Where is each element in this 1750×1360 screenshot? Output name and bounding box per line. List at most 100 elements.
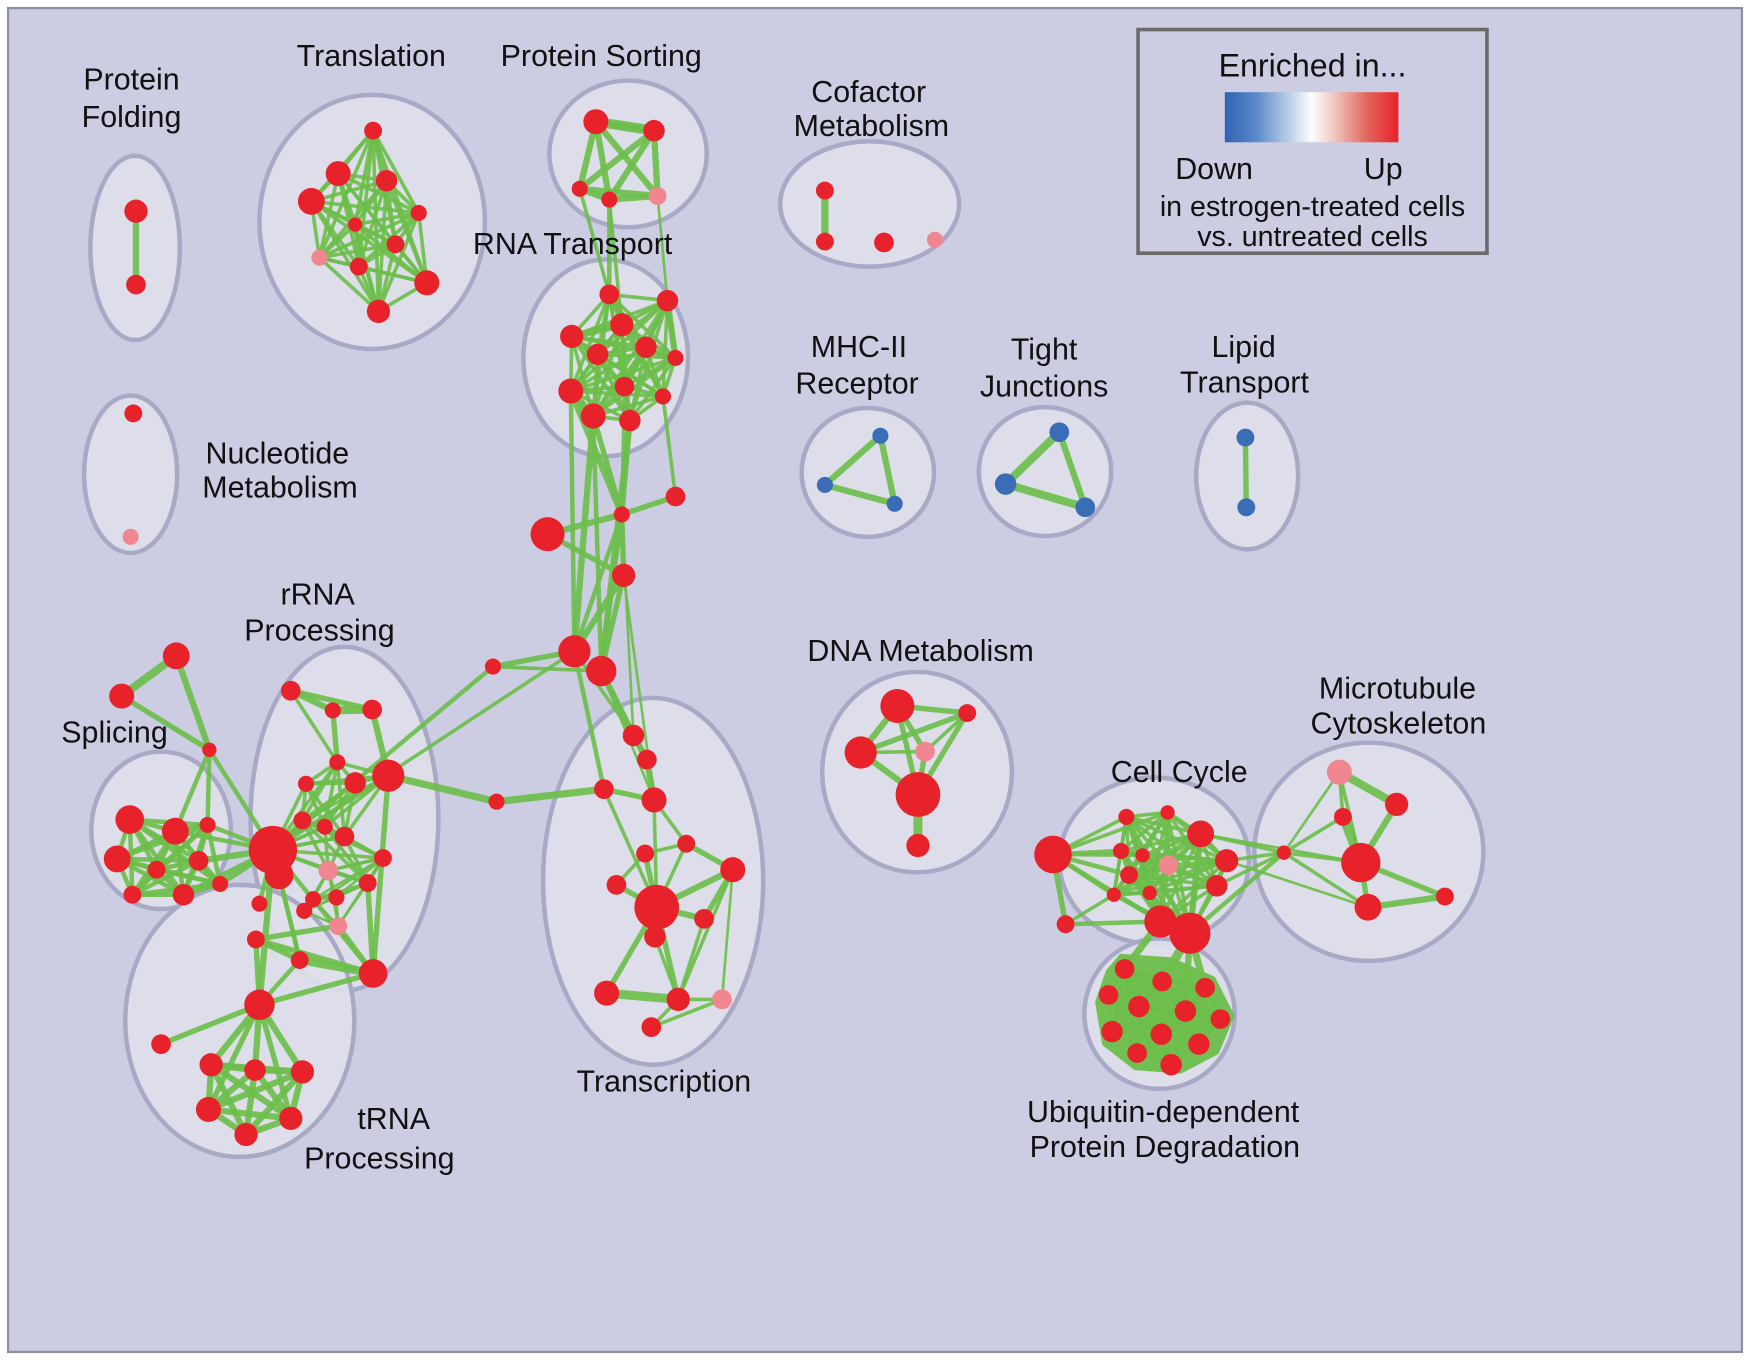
gene-set-node [329,917,348,935]
cluster-label-nucleotide-metabolism: Nucleotide [206,436,350,470]
network-edge [1056,431,1089,509]
gene-set-node [712,989,732,1010]
gene-set-node [316,818,333,835]
gene-set-node [874,232,894,253]
gene-set-node [296,902,313,919]
cluster-label-rna-transport: RNA Transport [473,227,673,261]
gene-set-node [1114,959,1135,979]
network-edge [572,513,624,653]
gene-set-node [594,980,620,1006]
gene-set-node [720,857,746,883]
gene-set-node [1098,985,1119,1005]
gene-set-node [364,121,383,140]
network-edge [597,352,676,360]
network-edge [628,300,670,422]
cluster-label-microtubule-cytoskeleton: Cytoskeleton [1310,707,1486,741]
nodes-layer [103,109,1454,1147]
gene-set-node [599,284,620,305]
legend-down-label: Down [1175,152,1253,186]
network-edge [311,199,419,215]
gene-set-node [246,930,265,949]
legend: Enriched in... Down Up in estrogen-treat… [1136,27,1489,256]
gene-set-node [362,699,383,720]
network-edge [255,923,339,943]
network-edge [590,415,625,516]
gene-set-node [199,816,216,833]
network-edge [365,882,376,974]
gene-set-node [297,775,315,792]
gene-set-node [305,891,322,908]
gene-set-node [115,805,145,834]
network-edge [173,748,212,833]
gene-set-node [1276,845,1292,860]
gene-set-node [926,231,943,248]
gene-set-node [1112,842,1130,859]
gene-set-node [1128,995,1150,1018]
gene-set-node [1210,1009,1231,1029]
legend-caption-line1: in estrogen-treated cells [1160,191,1465,223]
cluster-label-trna-processing: tRNA [357,1102,430,1136]
gene-set-node [677,834,696,853]
gene-set-node [290,1060,315,1084]
network-edge [354,223,428,285]
gene-set-node [212,875,229,893]
gene-set-node [594,779,614,799]
gene-set-node [372,759,405,792]
gene-set-node [880,688,915,723]
gene-set-node [816,476,833,494]
gene-set-node [297,187,325,215]
gene-set-node [586,655,617,687]
network-edge [1120,832,1202,853]
network-edge [354,211,420,227]
gene-set-node [641,1017,662,1037]
network-edge [1282,851,1369,909]
gene-set-node [251,895,268,912]
gene-set-node [1354,893,1382,921]
network-edge [570,335,632,422]
gene-set-node [358,959,388,988]
legend-box [1136,27,1489,256]
network-edge [569,293,611,392]
gene-set-node [280,680,301,701]
network-edge [592,121,613,201]
gene-set-node [151,1034,171,1054]
network-edge [208,1106,292,1122]
gene-set-node [586,343,609,366]
network-edge [207,1068,304,1113]
network-edge [822,433,883,488]
network-edge [572,650,607,790]
gene-set-node [1333,807,1352,826]
gene-set-node [1106,887,1122,902]
network-edge [330,710,340,763]
gene-set-node [583,109,609,135]
gene-set-node [1150,1023,1173,1046]
network-edge [1113,859,1228,897]
gene-set-node [641,787,667,813]
gene-set-node [611,563,636,587]
network-edge [289,689,339,764]
legend-title: Enriched in... [1219,48,1407,84]
gene-set-node [334,826,355,847]
gene-set-node [162,642,190,670]
gene-set-node [1158,855,1179,876]
cluster-label-dna-metabolism: DNA Metabolism [807,634,1033,668]
network-edge [570,356,677,393]
network-edge [620,514,635,736]
gene-set-node [348,217,363,232]
gene-set-node [375,170,398,192]
cluster-label-rrna-processing: Processing [244,614,394,648]
network-edge [120,693,211,753]
gene-set-node [1160,1053,1182,1076]
legend-caption-line2: vs. untreated cells [1197,221,1428,253]
cluster-ellipse-tight-junctions [976,404,1114,539]
gene-set-node [195,1096,221,1122]
network-edge [1282,771,1341,854]
cluster-label-cofactor-metabolism: Cofactor [811,75,926,109]
network-edge [571,334,676,360]
gene-set-node [103,845,131,873]
network-edge [206,1003,262,1111]
cluster-labels-layer: Protein Folding Translation Protein Sorting… [61,39,1486,1175]
gene-set-node [1237,498,1256,517]
gene-set-node [571,180,588,197]
gene-set-node [994,473,1017,495]
